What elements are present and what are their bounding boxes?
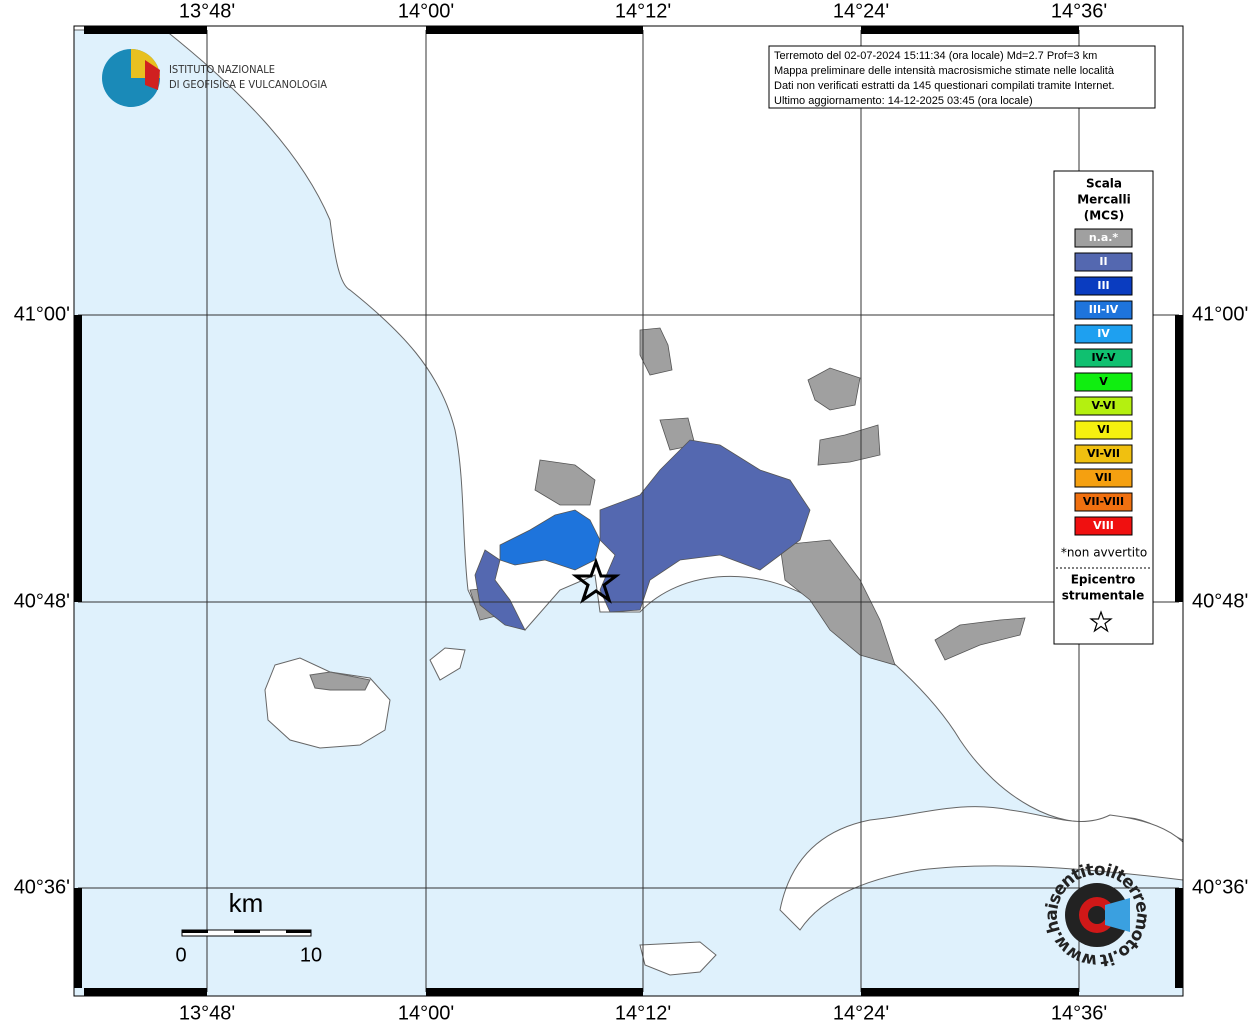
lon-label: 14°12'	[615, 1002, 671, 1024]
frame-band	[861, 988, 1079, 996]
lat-label: 41°00'	[1192, 303, 1248, 325]
legend-swatch	[1074, 228, 1133, 248]
area	[817, 424, 881, 466]
info-line: Ultimo aggiornamento: 14-12-2025 03:45 (…	[774, 95, 1033, 107]
legend-swatch	[1074, 372, 1133, 392]
area	[534, 459, 596, 506]
lon-label: 13°48'	[179, 0, 235, 22]
area	[474, 549, 526, 631]
legend-epicenter: strumentale	[1062, 589, 1145, 603]
watermark-disc	[1088, 906, 1106, 924]
frame-band	[84, 26, 207, 34]
legend-swatch	[1074, 468, 1133, 488]
lon-label: 14°00'	[398, 0, 454, 22]
legend-label: II	[1099, 255, 1107, 268]
frame-band	[84, 988, 207, 996]
lon-label: 14°12'	[615, 0, 671, 22]
info-text: Terremoto del 02-07-2024 15:11:34 (ora l…	[774, 50, 1115, 107]
area	[934, 617, 1026, 661]
legend-label: VII-VIII	[1083, 495, 1124, 508]
legend-swatch	[1074, 492, 1133, 512]
lon-label: 14°24'	[833, 1002, 889, 1024]
logo-text: ISTITUTO NAZIONALE	[169, 63, 275, 76]
legend-label: VII	[1095, 471, 1112, 484]
graticule	[78, 30, 1179, 992]
legend: ScalaMercalli(MCS)n.a.*IIIIIIII-IVIVIV-V…	[1061, 177, 1147, 603]
axis-labels: 13°48' 13°48' 14°00' 14°00' 14°12' 14°12' 14°2…	[14, 0, 1249, 1024]
legend-swatch	[1074, 396, 1133, 416]
legend-swatch	[1074, 420, 1133, 440]
legend-swatch	[1074, 300, 1133, 320]
lon-label: 14°36'	[1051, 1002, 1107, 1024]
legend-swatch	[1074, 276, 1133, 296]
logo: ISTITUTO NAZIONALE DI GEOFISICA E VULCAN…	[102, 49, 327, 107]
scale-bar: km 0 10	[175, 888, 322, 966]
legend-swatch	[1074, 324, 1133, 344]
watermark-icon	[1105, 898, 1130, 932]
legend-label: IV	[1097, 327, 1110, 340]
lon-label: 13°48'	[179, 1002, 235, 1024]
legend-label: VI	[1097, 423, 1110, 436]
legend-swatch	[1074, 348, 1133, 368]
scale-bar-segment	[234, 930, 260, 933]
legend-star	[1089, 610, 1113, 633]
frame-band	[74, 888, 82, 988]
legend-label: V	[1099, 375, 1108, 388]
frame-band	[426, 26, 643, 34]
legend-label: III	[1097, 279, 1109, 292]
logo-text: DI GEOFISICA E VULCANOLOGIA	[169, 78, 327, 91]
lon-label: 14°00'	[398, 1002, 454, 1024]
legend-label: V-VI	[1091, 399, 1115, 412]
scale-bar-segment	[286, 930, 311, 933]
legend-epicenter: Epicentro	[1071, 573, 1136, 587]
island	[309, 671, 371, 691]
legend-label: n.a.*	[1089, 231, 1119, 244]
legend-note: *non avvertito	[1061, 546, 1147, 560]
scale-bar-segment	[182, 930, 208, 933]
frame-band	[1175, 888, 1183, 988]
island	[429, 647, 466, 681]
sea	[73, 29, 1184, 997]
legend-swatch	[1074, 516, 1133, 536]
legend-title: Mercalli	[1077, 193, 1131, 207]
legend-label: VIII	[1093, 519, 1114, 532]
area	[807, 367, 861, 411]
frame-band	[1175, 315, 1183, 602]
epicenter-star	[571, 557, 621, 604]
scale-unit: km	[229, 888, 264, 918]
scale-label: 0	[175, 944, 186, 966]
logo-sector	[145, 60, 160, 90]
legend-title: Scala	[1086, 177, 1122, 191]
info-box	[768, 45, 1156, 109]
area	[639, 327, 673, 376]
lon-label: 14°24'	[833, 0, 889, 22]
info-line: Dati non verificati estratti da 145 ques…	[774, 80, 1115, 92]
info-line: Terremoto del 02-07-2024 15:11:34 (ora l…	[774, 50, 1097, 62]
scale-label: 10	[300, 944, 322, 966]
island	[639, 941, 717, 976]
lat-label: 41°00'	[14, 303, 70, 325]
legend-label: III-IV	[1089, 303, 1119, 316]
land	[779, 806, 1184, 931]
legend-label: IV-V	[1091, 351, 1116, 364]
legend-label: VI-VII	[1087, 447, 1120, 460]
frame-band	[74, 315, 82, 602]
legend-swatch	[1074, 444, 1133, 464]
frame	[73, 25, 1184, 997]
frame-band	[426, 988, 643, 996]
lat-label: 40°36'	[1192, 876, 1248, 898]
legend-title: (MCS)	[1084, 209, 1125, 223]
frame-band	[861, 26, 1079, 34]
lon-label: 14°36'	[1051, 0, 1107, 22]
info-line: Mappa preliminare delle intensità macros…	[774, 65, 1115, 77]
legend-swatch	[1074, 252, 1133, 272]
area	[499, 509, 601, 571]
lat-label: 40°48'	[14, 590, 70, 612]
lat-label: 40°36'	[14, 876, 70, 898]
lat-label: 40°48'	[1192, 590, 1248, 612]
